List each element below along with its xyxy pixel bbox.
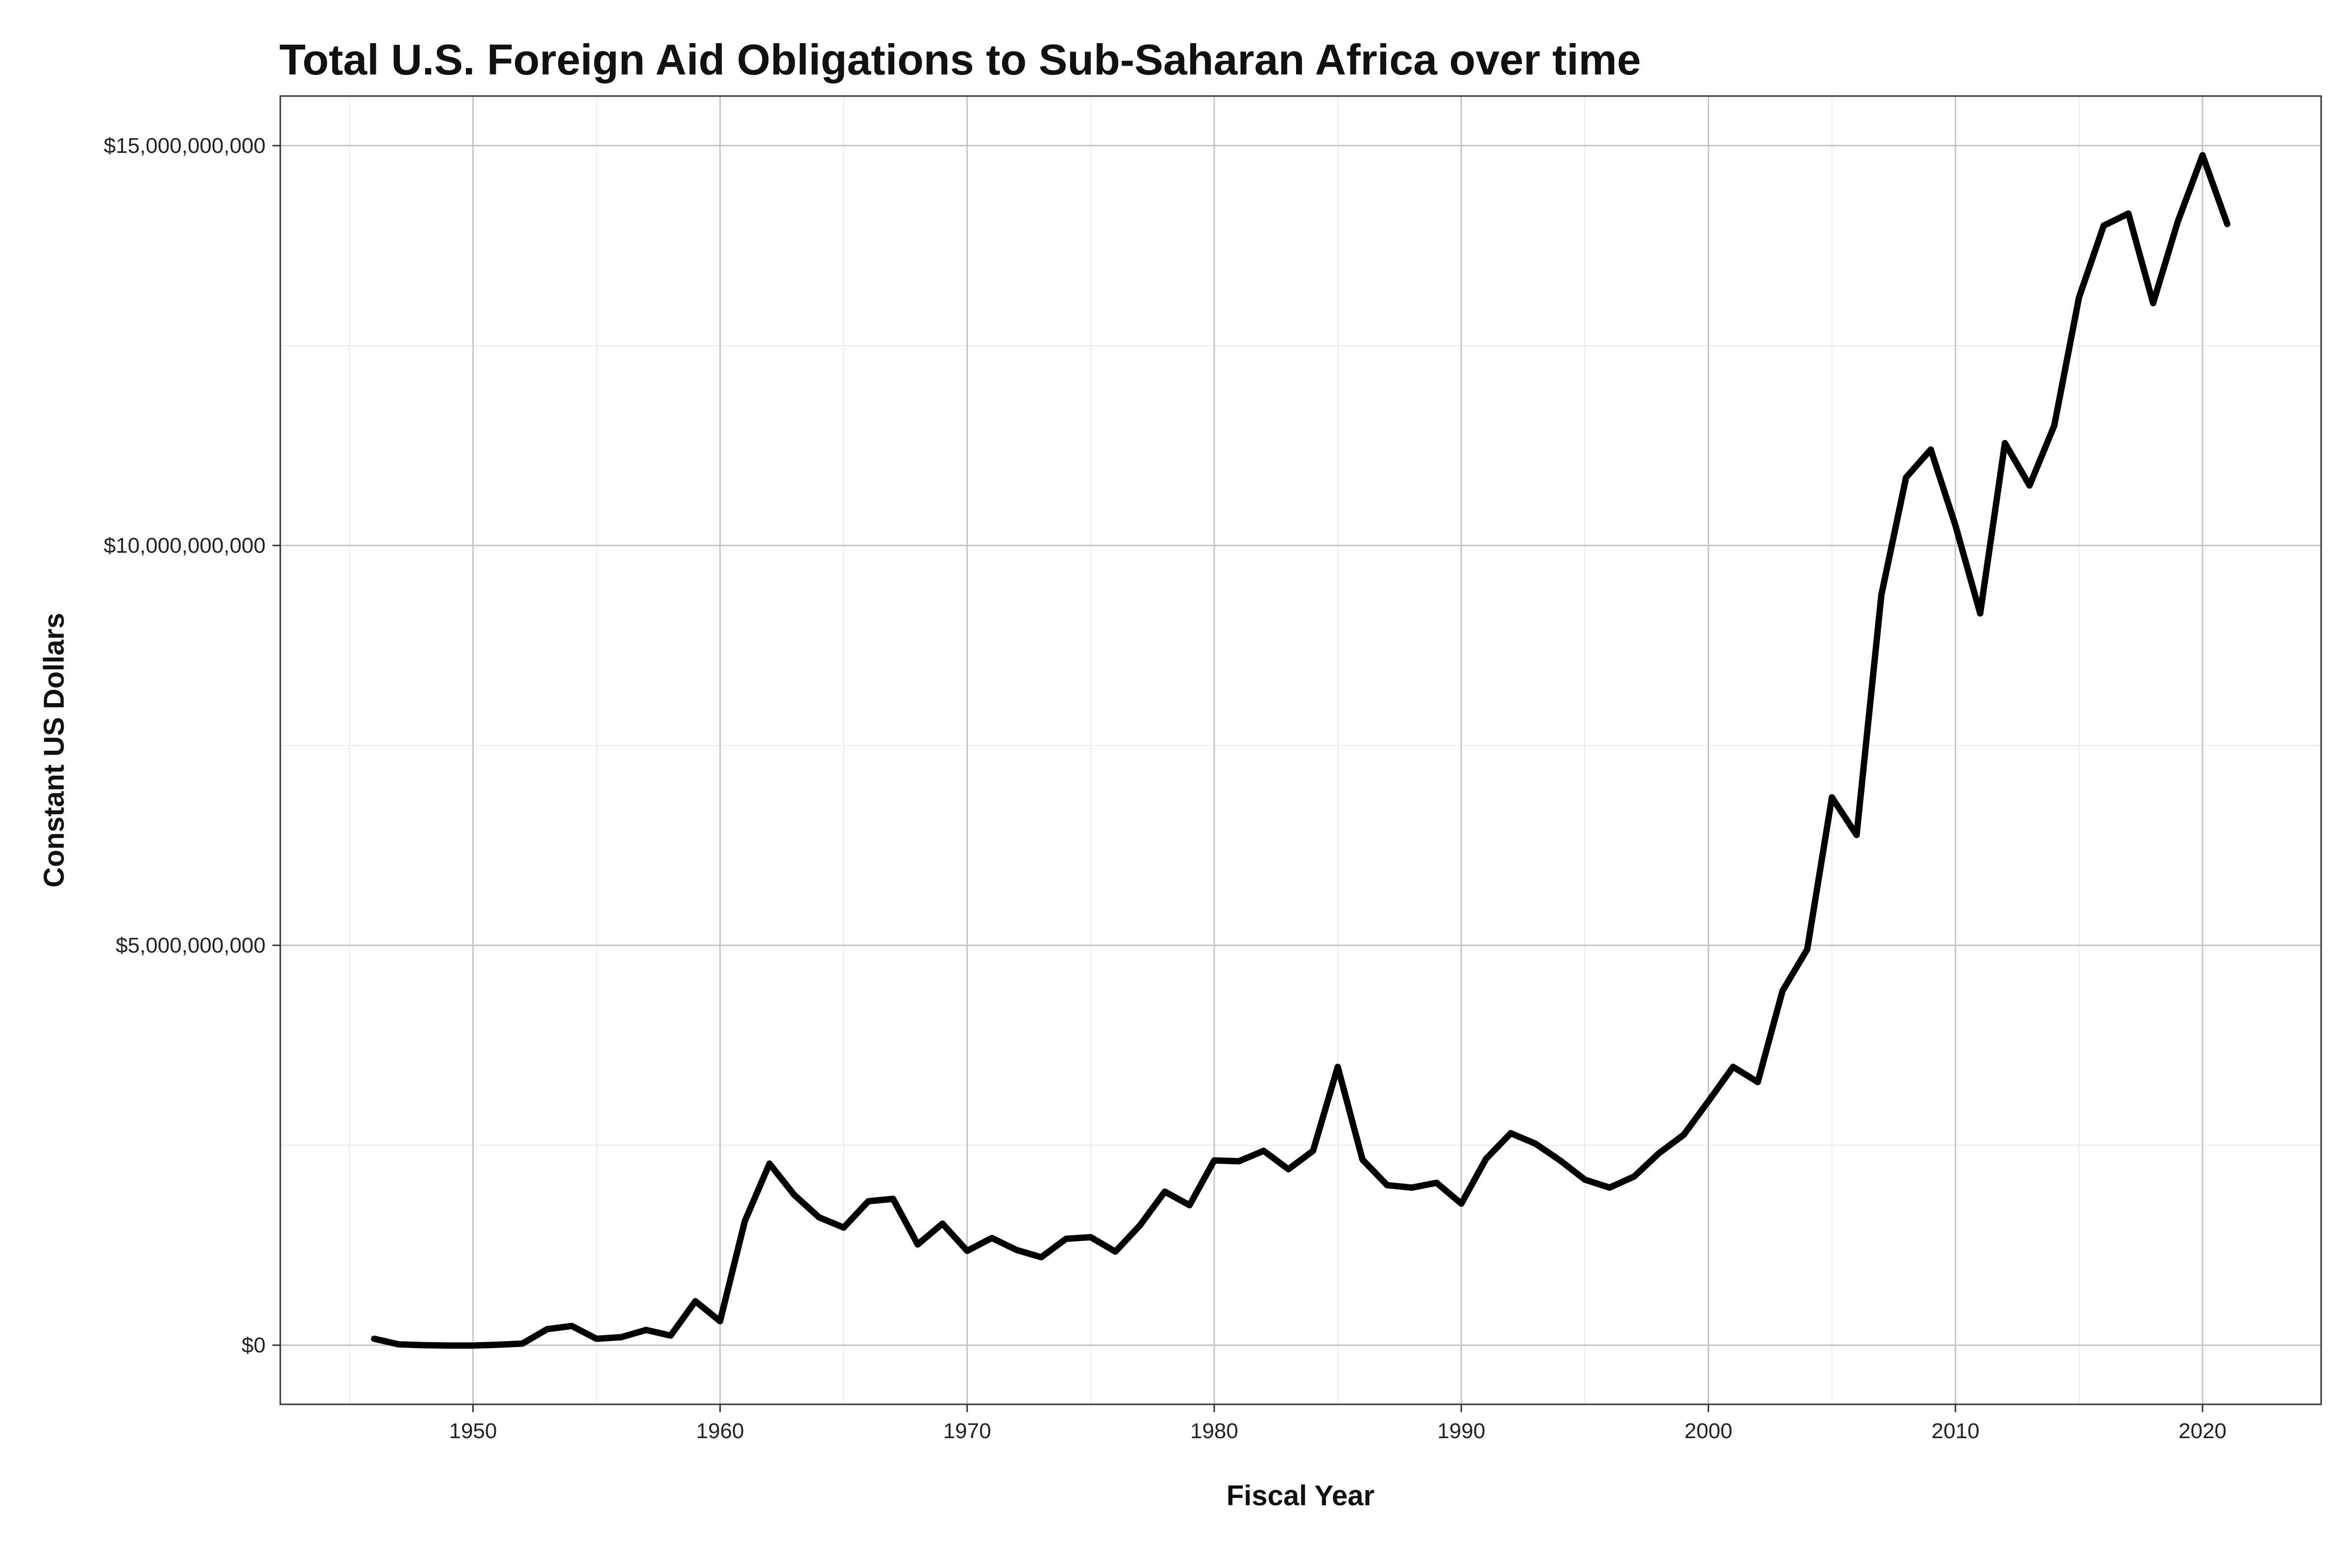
plot-panel (280, 96, 2321, 1404)
minor-gridlines (280, 96, 2321, 1404)
series-layer (371, 152, 2230, 1349)
y-tick-label: $5,000,000,000 (116, 933, 266, 957)
x-tick-label: 1990 (1437, 1419, 1485, 1443)
x-tick-label: 1980 (1190, 1419, 1238, 1443)
x-tick-label: 2000 (1685, 1419, 1733, 1443)
y-tick-label: $10,000,000,000 (104, 534, 266, 558)
chart-title: Total U.S. Foreign Aid Obligations to Su… (279, 35, 1641, 84)
major-gridlines (280, 96, 2321, 1404)
x-tick-label: 2020 (2179, 1419, 2227, 1443)
y-axis-ticks: $0 $5,000,000,000 $10,000,000,000 $15,000,0… (104, 134, 280, 1357)
x-tick-label: 1960 (696, 1419, 744, 1443)
x-axis-ticks: 1950 1960 1970 1980 1990 2000 2010 2020 (449, 1404, 2227, 1443)
y-tick-label: $15,000,000,000 (104, 134, 266, 158)
plot-border (279, 95, 2322, 1405)
y-tick-label: $0 (242, 1333, 266, 1357)
x-axis-title: Fiscal Year (1226, 1480, 1374, 1512)
y-axis-title: Constant US Dollars (38, 613, 70, 888)
x-tick-label: 1970 (943, 1419, 991, 1443)
x-tick-label: 2010 (1932, 1419, 1980, 1443)
series-line (371, 152, 2230, 1349)
x-tick-label: 1950 (449, 1419, 497, 1443)
